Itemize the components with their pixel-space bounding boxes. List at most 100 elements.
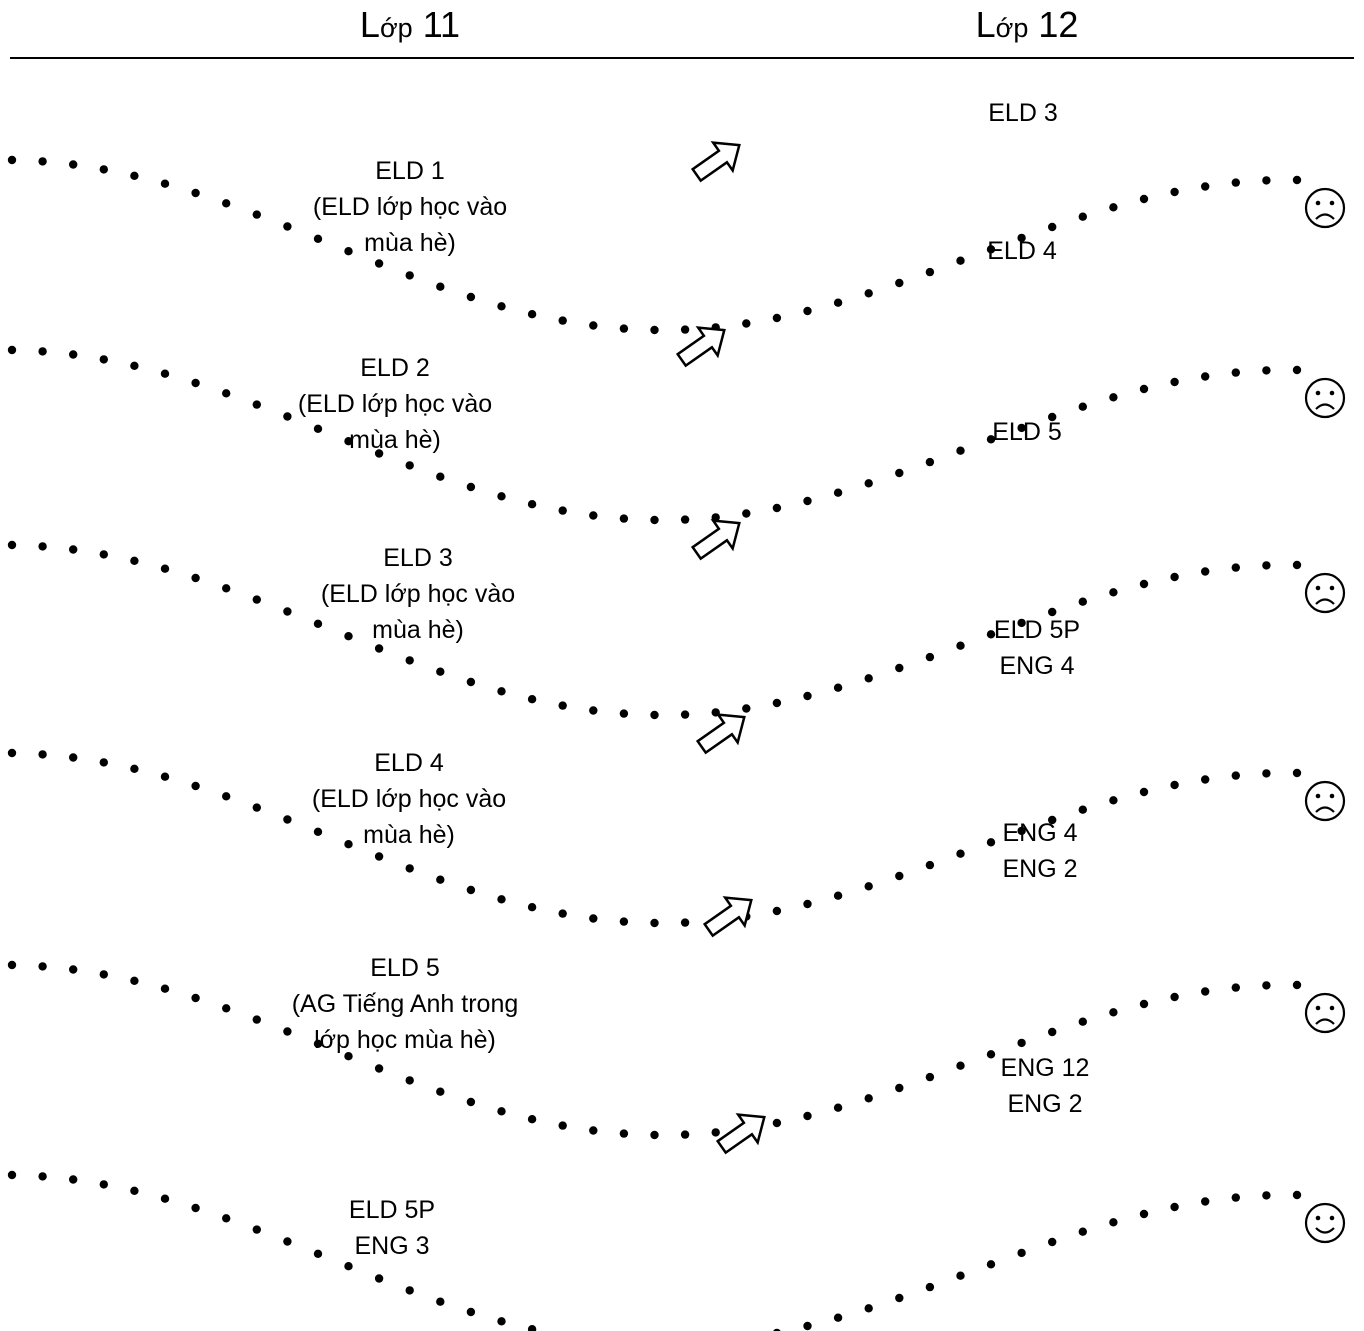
wave-dot xyxy=(405,461,414,470)
wave-dot xyxy=(313,1039,323,1049)
wave-dot xyxy=(895,871,904,881)
wave-dot xyxy=(99,355,109,364)
wave-dot xyxy=(1109,1008,1118,1017)
grade-11-course-label: ELD 3 (ELD lớp học vào mùa hè) xyxy=(321,540,515,648)
grade-11-header: Lớp 11 xyxy=(360,4,460,46)
wave-dot xyxy=(1231,1193,1241,1202)
wave-dot xyxy=(1292,1190,1302,1200)
wave-dot xyxy=(956,641,965,650)
wave-dot xyxy=(1109,1218,1118,1227)
wave-dot xyxy=(1078,1017,1088,1026)
label-line: (ELD lớp học vào xyxy=(297,390,493,418)
wave-dot xyxy=(589,914,598,923)
wave-dot xyxy=(69,350,78,359)
wave-dot xyxy=(986,630,996,639)
wave-dot xyxy=(650,515,659,525)
wave-dot xyxy=(711,1128,720,1137)
label-line: ENG 12 xyxy=(1000,1054,1090,1082)
grade-12-course-label: ENG 12 ENG 2 xyxy=(1001,1050,1090,1122)
wave-dot xyxy=(558,701,567,710)
wave-dot xyxy=(497,1317,506,1326)
grade-12-course-label: ELD 5P ENG 4 xyxy=(994,612,1080,684)
wave-dot xyxy=(803,306,812,316)
wave-dot xyxy=(1231,563,1241,572)
wave-dot xyxy=(803,899,812,909)
wave-dot xyxy=(436,282,445,291)
grade-12-course-label: ENG 4 ENG 2 xyxy=(1002,815,1077,887)
wave-dot xyxy=(558,1121,567,1130)
wave-dot xyxy=(497,302,506,311)
wave-dot xyxy=(99,550,109,559)
wave-dot xyxy=(374,644,384,653)
wave-dot xyxy=(1231,771,1241,780)
wave-dot xyxy=(7,1170,17,1180)
wave-dot xyxy=(1231,983,1241,992)
wave-dot xyxy=(344,1052,353,1061)
wave-dot xyxy=(833,298,843,307)
wave-dot xyxy=(313,619,323,628)
wave-dot xyxy=(130,764,139,773)
wave-dot xyxy=(374,259,384,268)
wave-dot xyxy=(1078,1227,1088,1236)
wave-dot xyxy=(864,1304,873,1313)
wave-dot xyxy=(680,515,690,524)
wave-dot xyxy=(222,1004,231,1013)
wave-dot xyxy=(925,1282,935,1292)
wave-dot xyxy=(283,412,292,421)
wave-dot xyxy=(1109,796,1118,805)
wave-dot xyxy=(956,1061,965,1070)
wave-dot xyxy=(1048,1237,1057,1247)
grade-11-course-label: ELD 5P ENG 3 xyxy=(349,1192,435,1264)
wave-dot xyxy=(497,492,506,501)
wave-dot xyxy=(130,976,139,985)
wave-dot xyxy=(589,321,598,330)
wave-dot xyxy=(895,468,904,478)
wave-dot xyxy=(1292,560,1302,570)
grade-12-course-label: ELD 4 xyxy=(987,233,1056,269)
wave-dot xyxy=(436,667,445,676)
wave-dot xyxy=(1262,1191,1271,1200)
wave-dot xyxy=(1078,597,1088,606)
wave-dot xyxy=(772,906,782,916)
label-line: ELD 5P xyxy=(348,1196,436,1224)
wave-row xyxy=(7,1113,1346,1331)
smiley-face-icon xyxy=(1304,1202,1346,1244)
wave-dot xyxy=(1262,561,1271,570)
wave-dot xyxy=(864,882,873,891)
wave-dot xyxy=(650,325,659,335)
wave-dot xyxy=(344,840,353,849)
wave-dot xyxy=(742,509,751,518)
up-right-arrow-icon xyxy=(690,519,741,561)
wave-dot xyxy=(191,188,200,198)
grade-11-course-label: ELD 2 (ELD lớp học vào mùa hè) xyxy=(298,350,492,458)
wave-dot xyxy=(1048,815,1057,825)
wave-dot xyxy=(38,962,47,971)
wave-dot xyxy=(160,369,170,378)
wave-dot xyxy=(680,710,690,719)
label-line: mùa hè) xyxy=(364,229,456,257)
wave-dot xyxy=(1109,588,1118,597)
label-line: ELD 4 xyxy=(374,749,444,777)
wave-dot xyxy=(527,1325,537,1331)
sad-face-icon xyxy=(1304,780,1346,822)
wave-dot xyxy=(436,1297,445,1306)
wave-dot xyxy=(1078,212,1088,221)
wave-dot xyxy=(1139,1209,1149,1219)
wave-dot xyxy=(589,706,598,715)
wave-dot xyxy=(742,319,751,328)
wave-dot xyxy=(374,449,384,458)
wave-dot xyxy=(7,540,17,550)
wave-row xyxy=(7,896,1346,1140)
wave-dot xyxy=(7,960,17,970)
wave-dot xyxy=(986,838,996,847)
wave-dot xyxy=(1262,366,1271,375)
wave-dot xyxy=(1170,992,1179,1002)
wave-dot xyxy=(925,267,935,277)
label-line: (AG Tiếng Anh trong xyxy=(291,990,519,1018)
wave-dot xyxy=(956,256,965,265)
wave-dot xyxy=(986,1260,996,1269)
wave-dot xyxy=(466,677,476,687)
wave-dot xyxy=(191,993,200,1003)
wave-dot xyxy=(895,1083,904,1093)
